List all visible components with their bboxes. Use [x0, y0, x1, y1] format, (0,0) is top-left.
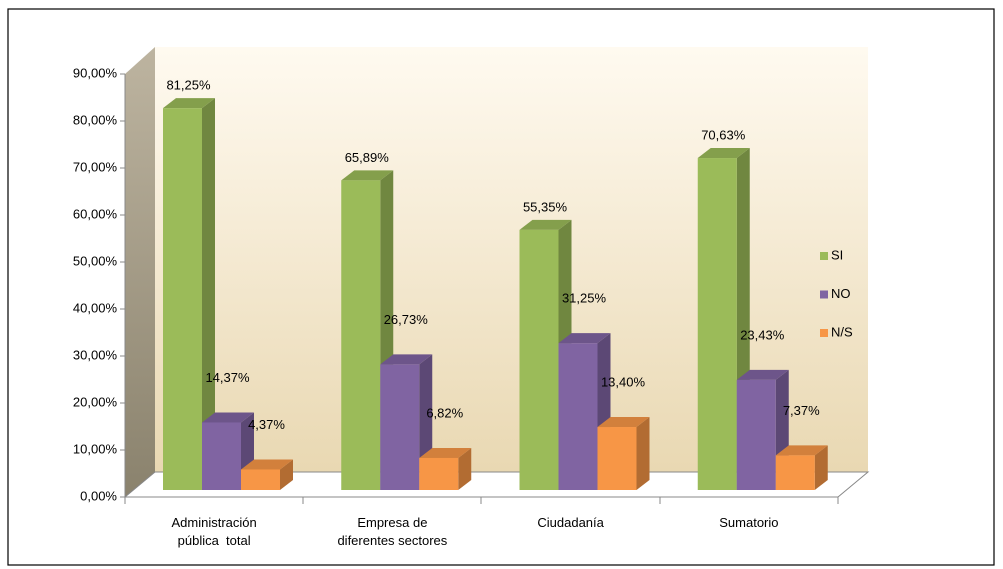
bar-top — [419, 447, 472, 458]
bar-top — [697, 148, 750, 159]
x-tick-label: Administración pública total — [171, 515, 257, 548]
data-label: 13,40% — [601, 374, 646, 389]
bar — [341, 180, 381, 490]
y-tick-label: 50,00% — [73, 253, 118, 268]
y-tick-label: 20,00% — [73, 394, 118, 409]
bar — [558, 343, 598, 490]
bar — [202, 422, 241, 490]
bar — [519, 229, 559, 491]
data-label: 6,82% — [426, 405, 463, 420]
bar — [241, 469, 280, 490]
y-tick-label: 0,00% — [80, 488, 117, 503]
y-tick-label: 70,00% — [73, 159, 118, 174]
bar-top — [163, 98, 215, 109]
bar-top — [202, 412, 254, 423]
bar-top — [558, 333, 611, 344]
bar — [775, 455, 815, 490]
bar — [163, 108, 202, 490]
y-tick-label: 60,00% — [73, 206, 118, 221]
bar-top — [736, 369, 789, 380]
data-label: 14,37% — [205, 370, 250, 385]
legend-label: NO — [831, 286, 851, 301]
legend-swatch — [820, 252, 828, 260]
bar-top — [597, 417, 650, 428]
x-tick-label: Sumatorio — [719, 515, 779, 530]
bar-side — [636, 417, 650, 490]
data-label: 65,89% — [345, 150, 390, 165]
x-tick-label: Empresa de diferentes sectores — [337, 515, 448, 548]
legend-label: SI — [831, 247, 843, 262]
side-wall — [125, 47, 155, 497]
bar-side — [202, 98, 215, 490]
back-wall — [155, 47, 868, 472]
x-tick-label: Ciudadanía — [537, 515, 604, 530]
bar — [736, 379, 776, 490]
bar — [697, 158, 737, 490]
bar — [380, 364, 420, 490]
bar-top — [341, 170, 394, 181]
bar-side — [458, 447, 472, 490]
legend-swatch — [820, 329, 828, 337]
data-label: 26,73% — [384, 312, 429, 327]
data-label: 4,37% — [248, 417, 285, 432]
bar-top — [241, 459, 293, 470]
legend-swatch — [820, 290, 828, 299]
data-label: 31,25% — [562, 291, 607, 306]
bar-side — [280, 459, 293, 490]
data-label: 81,25% — [166, 78, 211, 93]
bar-side — [814, 445, 828, 490]
bar-top — [380, 354, 433, 365]
y-tick-label: 80,00% — [73, 112, 118, 127]
bar — [419, 457, 459, 490]
bar-top — [775, 445, 828, 456]
y-tick-label: 10,00% — [73, 441, 118, 456]
bar — [597, 427, 637, 490]
category-ticks — [124, 497, 839, 504]
data-label: 23,43% — [740, 327, 785, 342]
legend-label: N/S — [831, 324, 853, 339]
data-label: 7,37% — [783, 403, 820, 418]
bar-top — [519, 219, 572, 230]
y-tick-label: 90,00% — [73, 65, 118, 80]
y-tick-label: 30,00% — [73, 347, 118, 362]
y-tick-label: 40,00% — [73, 300, 118, 315]
data-label: 55,35% — [523, 199, 568, 214]
floor — [123, 471, 870, 498]
data-label: 70,63% — [701, 127, 746, 142]
